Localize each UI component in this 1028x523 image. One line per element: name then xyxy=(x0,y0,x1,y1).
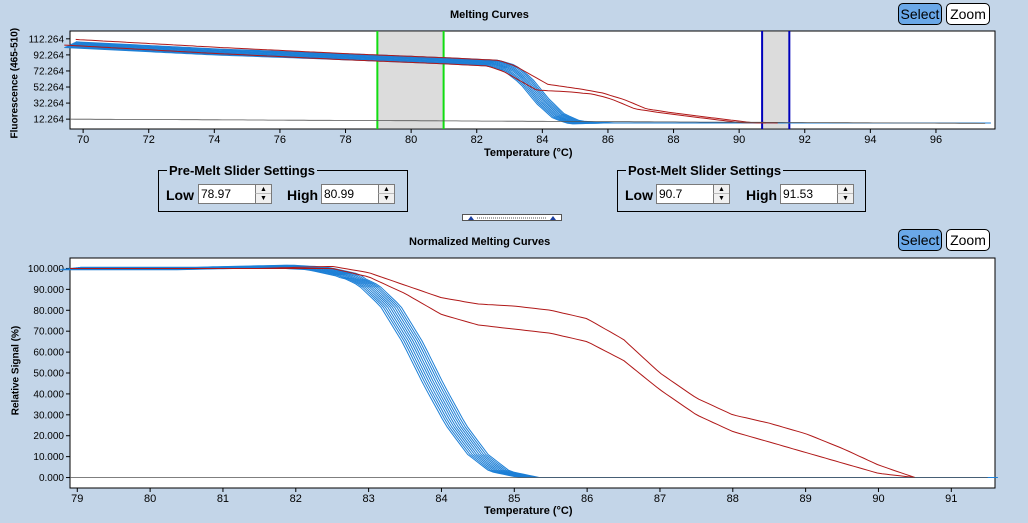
x-tick-label: 88 xyxy=(727,493,739,505)
x-tick-label: 83 xyxy=(362,493,374,505)
red-normalized-lower-curve xyxy=(70,268,915,478)
pre-melt-low-label: Low xyxy=(166,187,194,203)
x-tick-label: 85 xyxy=(508,493,520,505)
y-tick-label: 20.000 xyxy=(33,431,64,442)
post-melt-legend: Post-Melt Slider Settings xyxy=(628,163,782,178)
normalized-melting-chart[interactable]: 79 80 81 82 83 84 85 86 87 88 89 90 91 0.000 10.000 20.… xyxy=(0,250,1028,523)
post-melt-low-label: Low xyxy=(625,187,653,203)
x-tick-label: 80 xyxy=(144,493,156,505)
x-tick-label: 79 xyxy=(71,493,83,505)
spin-down-icon[interactable]: ▼ xyxy=(378,194,394,203)
pre-melt-high-input[interactable] xyxy=(322,185,378,203)
bottom-chart-title: Normalized Melting Curves xyxy=(409,236,551,248)
x-tick-label: 91 xyxy=(945,493,957,505)
spin-up-icon[interactable]: ▲ xyxy=(255,185,271,194)
pre-melt-high-spinner[interactable]: ▲ ▼ xyxy=(321,184,395,204)
baseline-curve xyxy=(69,118,986,124)
y-tick-label: 60.000 xyxy=(33,348,64,359)
x-tick-label: 76 xyxy=(274,134,286,146)
x-tick-label: 96 xyxy=(930,134,942,146)
plot-area xyxy=(69,257,996,489)
red-samples-curve xyxy=(75,38,778,124)
spin-down-icon[interactable]: ▼ xyxy=(255,194,271,203)
x-tick-label: 84 xyxy=(435,493,447,505)
x-tick-label: 80 xyxy=(405,134,417,146)
x-tick-label: 86 xyxy=(581,493,593,505)
top-select-button[interactable]: Select xyxy=(898,3,942,25)
x-tick-label: 90 xyxy=(733,134,745,146)
panel-splitter[interactable] xyxy=(462,214,562,221)
post-melt-low-input[interactable] xyxy=(657,185,713,203)
y-tick-label: 30.000 xyxy=(33,410,64,421)
splitter-grip-icon xyxy=(468,216,556,220)
pre-melt-legend: Pre-Melt Slider Settings xyxy=(169,163,315,178)
pre-melt-high-label: High xyxy=(287,187,319,203)
y-tick-label: 70.000 xyxy=(33,327,64,338)
spin-up-icon[interactable]: ▲ xyxy=(713,185,729,194)
spin-up-icon[interactable]: ▲ xyxy=(837,185,853,194)
x-tick-label: 70 xyxy=(77,134,89,146)
y-tick-label: 72.264 xyxy=(33,66,64,77)
y-tick-label: 112.264 xyxy=(29,34,65,45)
x-tick-label: 84 xyxy=(536,134,548,146)
top-melting-chart[interactable]: 70 72 74 76 78 80 82 84 86 88 90 92 94 96 12.264 32.264… xyxy=(0,0,1028,170)
y-tick-label: 10.000 xyxy=(33,452,64,463)
y-tick-label: 12.264 xyxy=(33,115,64,126)
spin-down-icon[interactable]: ▼ xyxy=(837,194,853,203)
top-zoom-button[interactable]: Zoom xyxy=(946,3,990,25)
post-melt-region xyxy=(762,32,790,128)
x-tick-label: 74 xyxy=(208,134,220,146)
post-melt-settings: Post-Melt Slider Settings xyxy=(617,163,866,212)
x-tick-label: 87 xyxy=(654,493,666,505)
y-tick-label: 32.264 xyxy=(33,99,64,110)
x-tick-label: 81 xyxy=(217,493,229,505)
x-tick-label: 82 xyxy=(290,493,302,505)
x-tick-label: 94 xyxy=(864,134,876,146)
y-tick-label: 40.000 xyxy=(33,389,64,400)
x-tick-label: 88 xyxy=(667,134,679,146)
y-tick-label: 50.000 xyxy=(33,369,64,380)
top-x-axis-label: Temperature (°C) xyxy=(484,147,573,159)
x-tick-label: 89 xyxy=(800,493,812,505)
y-tick-label: 52.264 xyxy=(33,83,64,94)
x-tick-label: 82 xyxy=(471,134,483,146)
y-tick-label: 0.000 xyxy=(39,473,64,484)
bottom-zoom-button[interactable]: Zoom xyxy=(946,229,990,251)
pre-melt-low-spinner[interactable]: ▲ ▼ xyxy=(198,184,272,204)
plot-area xyxy=(69,30,996,130)
y-tick-label: 92.264 xyxy=(33,50,64,61)
x-tick-label: 72 xyxy=(143,134,155,146)
y-tick-label: 90.000 xyxy=(33,285,64,296)
post-melt-low-spinner[interactable]: ▲ ▼ xyxy=(656,184,730,204)
bottom-select-button[interactable]: Select xyxy=(898,229,942,251)
pre-melt-settings: Pre-Melt Slider Settings xyxy=(158,163,408,212)
x-tick-label: 92 xyxy=(799,134,811,146)
x-tick-label: 78 xyxy=(339,134,351,146)
top-chart-title: Melting Curves xyxy=(450,9,529,21)
post-melt-high-spinner[interactable]: ▲ ▼ xyxy=(780,184,854,204)
spin-up-icon[interactable]: ▲ xyxy=(378,185,394,194)
y-tick-label: 100.000 xyxy=(28,264,65,275)
spin-down-icon[interactable]: ▼ xyxy=(713,194,729,203)
post-melt-high-label: High xyxy=(746,187,778,203)
y-tick-label: 80.000 xyxy=(33,306,64,317)
red-samples-curve xyxy=(64,44,767,124)
pre-melt-region xyxy=(377,32,444,128)
x-tick-label: 90 xyxy=(872,493,884,505)
post-melt-high-input[interactable] xyxy=(781,185,837,203)
x-tick-label: 86 xyxy=(602,134,614,146)
bottom-x-axis-label: Temperature (°C) xyxy=(484,505,573,517)
pre-melt-low-input[interactable] xyxy=(199,185,255,203)
